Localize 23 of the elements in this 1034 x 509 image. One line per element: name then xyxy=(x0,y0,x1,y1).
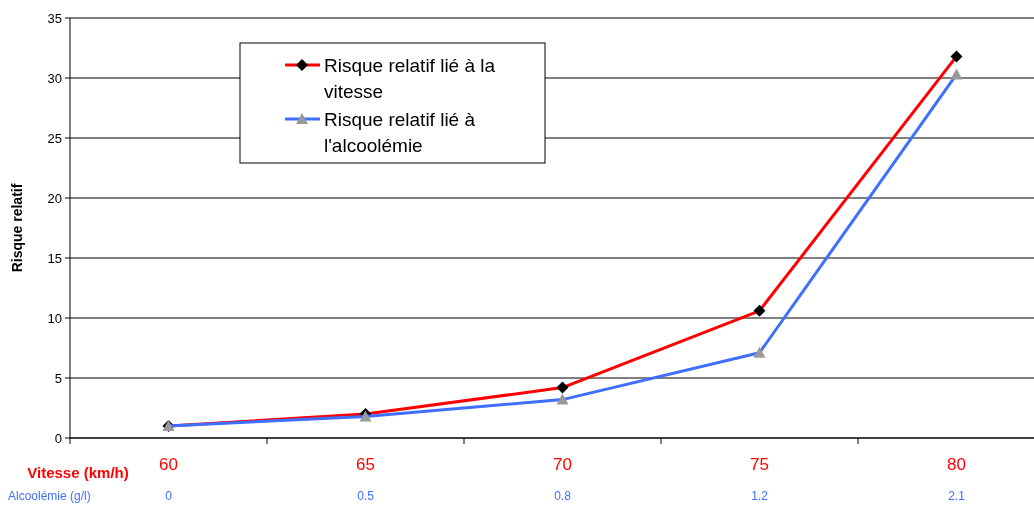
x-tick-label: 65 xyxy=(356,455,375,474)
x-tick-label: 70 xyxy=(553,455,572,474)
y-tick-label: 5 xyxy=(54,370,62,386)
text: 0 xyxy=(165,489,173,503)
text: Alcoolémie (g/l) xyxy=(8,489,91,503)
y-tick-label: 15 xyxy=(47,250,62,266)
x-tick-label: 80 xyxy=(947,455,966,474)
text: 2.1 xyxy=(948,489,966,503)
y-tick-label: 0 xyxy=(54,430,62,446)
y-tick-label: 20 xyxy=(47,190,62,206)
y-tick-label: 35 xyxy=(47,10,62,26)
legend-label: Risque relatif lié à l'alcoolémie xyxy=(324,108,476,156)
x-tick-label: 60 xyxy=(159,455,178,474)
x-tick-label: 75 xyxy=(750,455,769,474)
x-axis-title: Vitesse (km/h) xyxy=(27,464,129,481)
y-tick-label: 25 xyxy=(47,130,62,146)
text: 1.2 xyxy=(751,489,769,503)
text: 0.8 xyxy=(554,489,572,503)
y-axis-title: Risque relatif xyxy=(9,183,25,273)
legend-label: Risque relatif lié à la vitesse xyxy=(324,54,496,102)
y-tick-label: 30 xyxy=(47,70,62,86)
y-tick-label: 10 xyxy=(47,310,62,326)
text: 0.5 xyxy=(357,489,375,503)
